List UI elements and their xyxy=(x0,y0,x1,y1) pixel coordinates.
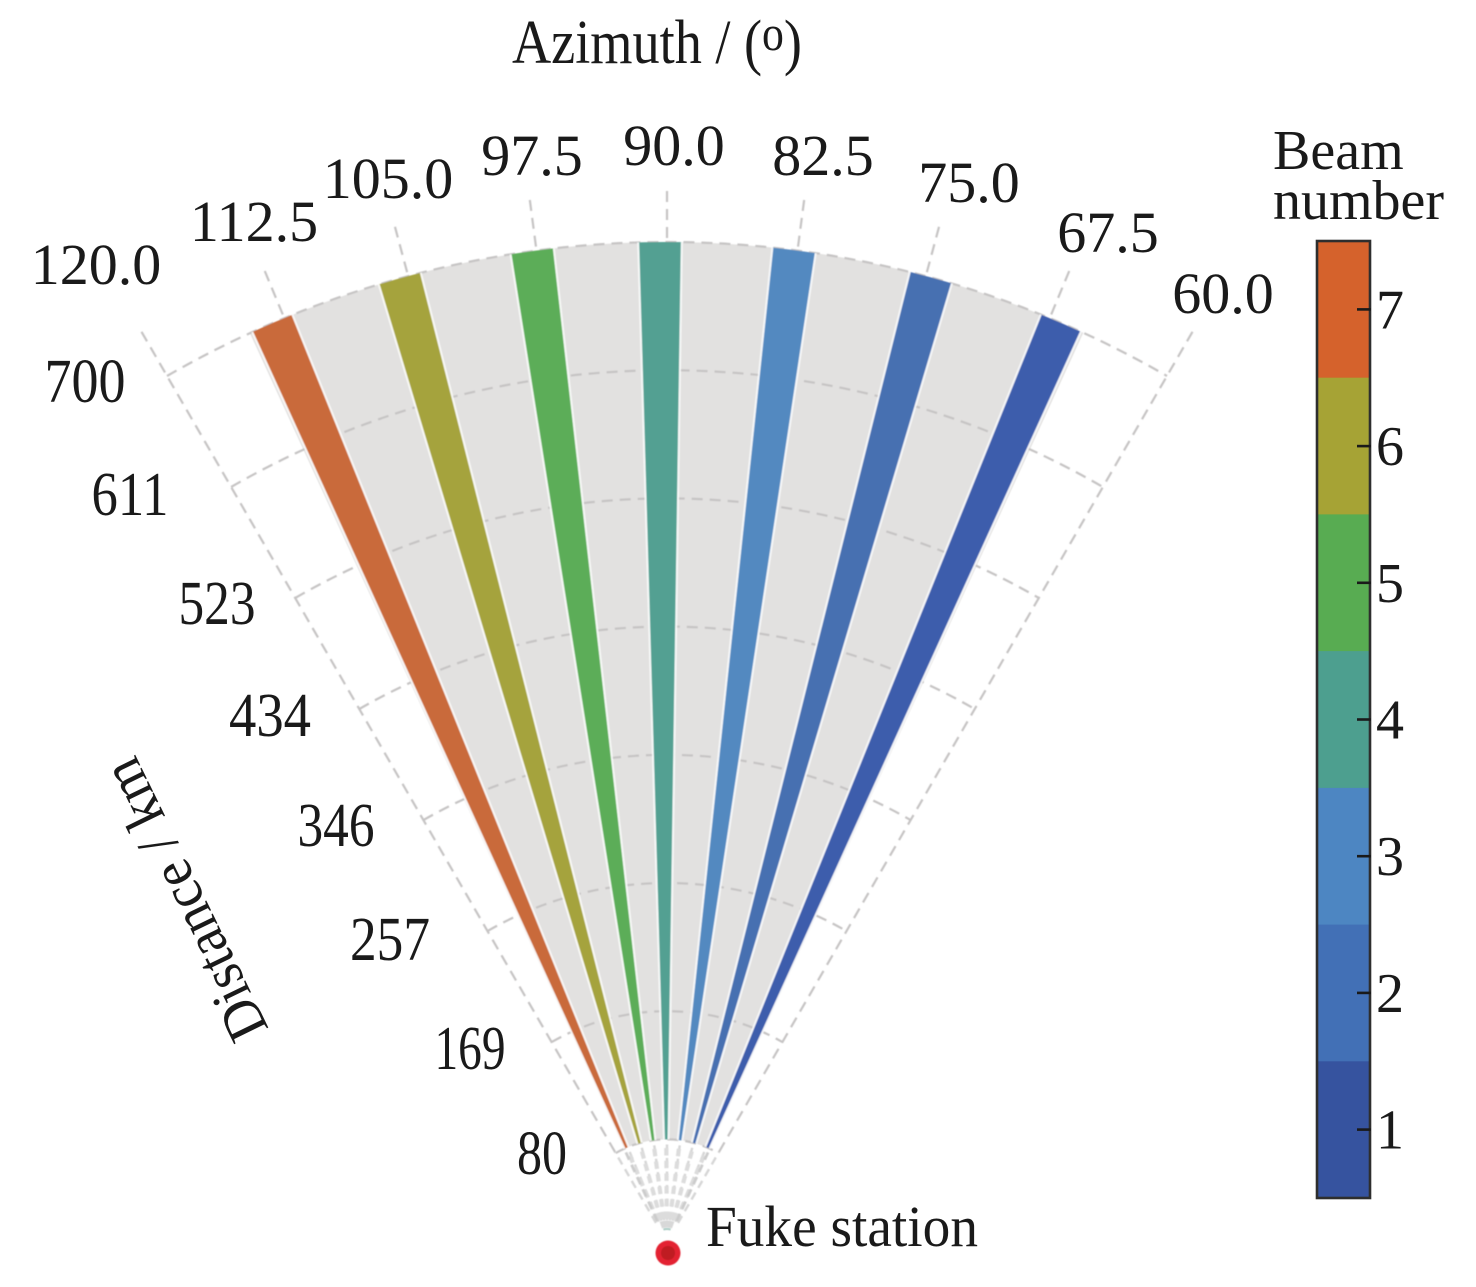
svg-text:7: 7 xyxy=(1376,279,1404,341)
svg-text:90.0: 90.0 xyxy=(623,113,725,178)
svg-text:700: 700 xyxy=(45,348,126,416)
svg-text:257: 257 xyxy=(350,906,430,974)
svg-text:Fuke station: Fuke station xyxy=(706,1194,978,1259)
svg-text:1: 1 xyxy=(1376,1100,1404,1162)
svg-text:number: number xyxy=(1273,170,1444,232)
svg-text:611: 611 xyxy=(92,461,169,529)
svg-text:523: 523 xyxy=(179,570,256,638)
svg-text:97.5: 97.5 xyxy=(481,123,583,188)
svg-text:82.5: 82.5 xyxy=(772,123,874,188)
svg-text:434: 434 xyxy=(229,682,311,750)
svg-text:346: 346 xyxy=(298,792,375,860)
svg-text:6: 6 xyxy=(1376,416,1404,478)
svg-text:60.0: 60.0 xyxy=(1172,261,1274,326)
svg-text:67.5: 67.5 xyxy=(1057,200,1159,265)
svg-text:75.0: 75.0 xyxy=(918,150,1020,215)
svg-text:Azimuth / (o): Azimuth / (o) xyxy=(512,5,802,77)
svg-text:169: 169 xyxy=(435,1015,506,1083)
svg-text:3: 3 xyxy=(1376,826,1404,888)
svg-text:4: 4 xyxy=(1376,690,1404,752)
svg-text:Distance / km: Distance / km xyxy=(88,748,281,1052)
svg-text:120.0: 120.0 xyxy=(31,232,162,297)
svg-text:105.0: 105.0 xyxy=(323,146,454,211)
svg-text:2: 2 xyxy=(1376,963,1404,1025)
svg-text:80: 80 xyxy=(517,1120,567,1188)
svg-text:Beam: Beam xyxy=(1273,120,1404,182)
svg-text:5: 5 xyxy=(1376,553,1404,615)
svg-text:112.5: 112.5 xyxy=(190,189,318,254)
